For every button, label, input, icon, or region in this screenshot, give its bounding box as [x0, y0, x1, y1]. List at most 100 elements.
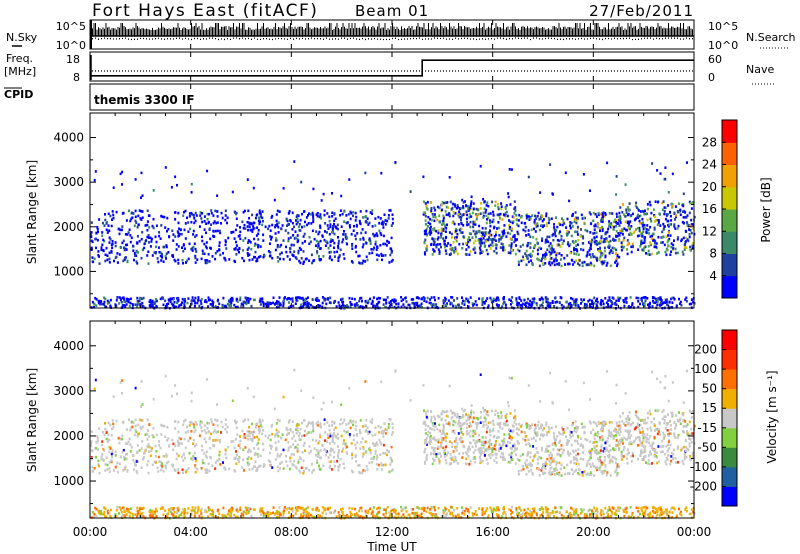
range-cell	[287, 212, 290, 215]
range-cell	[625, 301, 628, 304]
range-cell	[466, 243, 469, 247]
range-cell	[371, 434, 374, 437]
range-cell	[107, 433, 110, 437]
range-cell	[365, 464, 368, 468]
range-cell	[474, 300, 477, 303]
range-cell	[201, 444, 203, 448]
range-cell	[489, 243, 492, 247]
colorbar-swatch	[722, 275, 737, 299]
range-cell	[183, 456, 186, 460]
range-cell	[583, 470, 586, 473]
range-cell	[267, 250, 270, 253]
range-cell	[311, 261, 314, 265]
range-cell	[489, 219, 491, 222]
range-cell	[195, 423, 198, 426]
range-cell	[625, 208, 628, 212]
range-cell	[517, 263, 520, 266]
range-cell	[186, 425, 188, 429]
range-cell	[319, 239, 322, 243]
range-cell	[211, 302, 214, 306]
range-cell	[545, 212, 548, 215]
range-cell	[181, 246, 183, 249]
range-cell	[105, 228, 108, 232]
range-cell	[220, 222, 222, 225]
range-cell	[432, 424, 435, 428]
range-cell	[672, 243, 675, 247]
range-cell	[522, 228, 525, 232]
range-cell	[523, 298, 526, 302]
range-cell	[384, 254, 387, 257]
range-cell	[298, 223, 301, 226]
range-cell	[118, 296, 121, 299]
range-cell	[608, 298, 611, 302]
range-cell	[663, 301, 666, 304]
range-cell	[436, 205, 439, 209]
range-cell	[91, 449, 94, 453]
range-cell	[612, 238, 614, 241]
range-cell	[457, 303, 459, 307]
range-cell	[203, 429, 206, 432]
range-cell	[341, 421, 344, 425]
range-cell	[90, 231, 93, 234]
range-cell	[353, 224, 355, 228]
range-cell	[551, 263, 554, 266]
range-cell	[467, 223, 470, 226]
range-cell	[312, 187, 315, 191]
range-cell	[333, 232, 336, 236]
range-cell	[649, 225, 652, 229]
range-cell	[200, 298, 203, 301]
range-cell	[101, 221, 104, 225]
range-cell	[459, 421, 462, 425]
range-cell	[324, 449, 327, 452]
range-cell	[296, 299, 299, 302]
range-cell	[544, 254, 547, 258]
range-cell	[618, 224, 621, 227]
range-cell	[400, 296, 403, 299]
range-cell	[135, 241, 138, 245]
range-cell	[604, 465, 607, 468]
range-cell	[268, 224, 271, 228]
range-cell	[487, 216, 490, 220]
range-cell	[167, 437, 170, 440]
range-cell	[365, 451, 368, 454]
range-cell	[623, 304, 626, 308]
range-cell	[688, 442, 691, 445]
colorbar-swatch	[722, 253, 737, 277]
range-cell	[647, 252, 650, 256]
range-cell	[667, 239, 670, 242]
range-cell	[390, 445, 393, 449]
range-cell	[277, 225, 280, 229]
range-cell	[588, 249, 591, 252]
range-cell	[508, 219, 510, 222]
range-cell	[190, 420, 193, 424]
range-cell	[651, 296, 654, 299]
range-cell	[494, 239, 497, 242]
range-cell	[536, 450, 539, 454]
range-cell	[597, 420, 600, 424]
range-cell	[610, 431, 613, 434]
range-cell	[580, 213, 583, 217]
range-cell	[538, 218, 541, 221]
range-cell	[583, 260, 586, 264]
range-cell	[640, 239, 643, 243]
range-cell	[481, 303, 484, 306]
range-cell	[478, 456, 481, 459]
range-cell	[197, 299, 200, 302]
range-cell	[538, 455, 541, 459]
range-cell	[291, 253, 294, 257]
range-cell	[352, 229, 355, 232]
range-cell	[337, 244, 339, 248]
range-cell	[300, 248, 303, 251]
range-cell	[376, 454, 379, 458]
range-cell	[258, 418, 261, 421]
range-cell	[661, 410, 664, 414]
range-cell	[287, 421, 290, 424]
range-cell	[531, 249, 534, 253]
range-cell	[120, 455, 123, 459]
range-cell	[504, 205, 507, 209]
range-cell	[231, 190, 234, 194]
station-title: Fort Hays East (fitACF)	[92, 1, 318, 21]
range-cell	[475, 207, 478, 211]
range-cell	[545, 421, 548, 425]
range-cell	[355, 225, 358, 228]
